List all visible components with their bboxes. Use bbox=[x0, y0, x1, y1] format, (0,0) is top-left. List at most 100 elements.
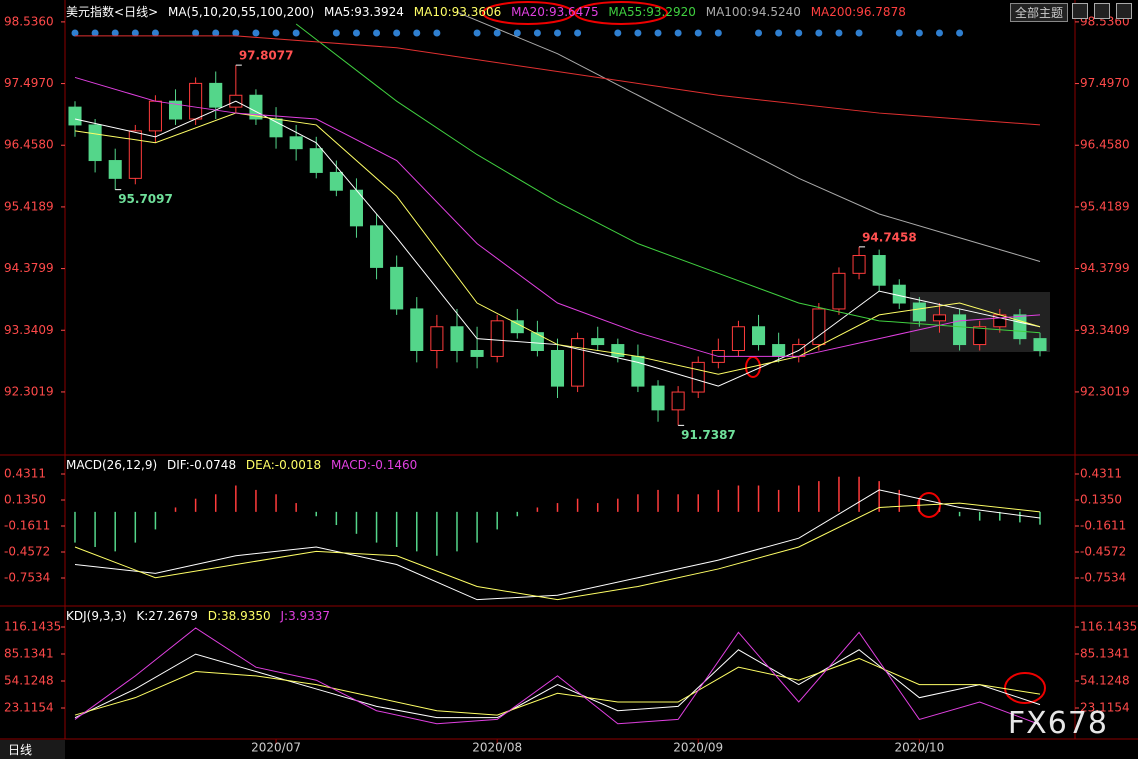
price-label: 94.7458 bbox=[862, 230, 917, 244]
y-tick-label: 0.4311 bbox=[4, 466, 46, 480]
ma200: MA200:96.7878 bbox=[810, 5, 906, 19]
period-tab-label[interactable]: 日线 bbox=[8, 743, 33, 757]
candle-body bbox=[631, 355, 645, 387]
y-tick-label-right: 96.4580 bbox=[1080, 138, 1130, 152]
signal-dot bbox=[393, 29, 401, 37]
candle-body bbox=[832, 272, 846, 310]
candle-body bbox=[932, 314, 947, 322]
candle-body bbox=[973, 326, 987, 346]
price-label: 97.8077 bbox=[239, 49, 294, 63]
candle-body bbox=[68, 106, 82, 126]
candle-body bbox=[148, 100, 162, 132]
signal-dot bbox=[956, 29, 964, 37]
candle-body bbox=[329, 171, 343, 191]
button[interactable] bbox=[1072, 3, 1088, 19]
y-tick-label: -0.7534 bbox=[4, 571, 50, 585]
instrument-name: 美元指数 bbox=[66, 5, 115, 19]
candle-body bbox=[772, 344, 786, 357]
signal-dot bbox=[795, 29, 803, 37]
signal-dot bbox=[111, 29, 119, 37]
dea: DEA:-0.0018 bbox=[245, 458, 322, 472]
signal-dot bbox=[413, 29, 421, 37]
indicator-line bbox=[295, 23, 1041, 334]
signal-dot bbox=[493, 29, 501, 37]
kdj-header: KDJ(9,3,3) K:27.2679 D:38.9350 J:3.9337 bbox=[66, 608, 336, 624]
y-tick-label-right: 116.1435 bbox=[1080, 620, 1137, 634]
candle-body bbox=[892, 284, 906, 304]
signal-dot bbox=[634, 29, 642, 37]
period[interactable]: <日线> bbox=[114, 5, 159, 19]
y-tick-label-right: -0.4572 bbox=[1080, 545, 1126, 559]
candle-body bbox=[128, 130, 142, 179]
ma-params: MA(5,10,20,55,100,200) bbox=[167, 5, 315, 19]
x-tick-label: 2020/08 bbox=[472, 741, 522, 755]
candle-body bbox=[490, 320, 504, 357]
signal-dot bbox=[533, 29, 541, 37]
indicator-line bbox=[74, 657, 1041, 716]
signal-dot bbox=[433, 29, 441, 37]
button[interactable] bbox=[1116, 3, 1132, 19]
x-tick-label: 2020/10 bbox=[894, 741, 944, 755]
kdj-params: KDJ(9,3,3) bbox=[66, 609, 127, 623]
macd: MACD:-0.1460 bbox=[330, 458, 418, 472]
signal-dot bbox=[775, 29, 783, 37]
indicator-line bbox=[456, 11, 1041, 262]
candle-body bbox=[591, 338, 605, 346]
signal-dot bbox=[554, 29, 561, 37]
j: J:3.9337 bbox=[280, 609, 331, 623]
signal-dot bbox=[131, 29, 139, 37]
indicator-line bbox=[74, 649, 1041, 719]
signal-dot bbox=[895, 29, 903, 37]
y-tick-label: -0.4572 bbox=[4, 545, 50, 559]
y-tick-label-right: 0.1350 bbox=[1080, 492, 1122, 506]
signal-dot bbox=[614, 29, 622, 37]
signal-dot bbox=[473, 29, 481, 37]
y-tick-label-right: 54.1248 bbox=[1080, 674, 1130, 688]
candle-body bbox=[671, 391, 685, 411]
y-tick-label: 95.4189 bbox=[4, 199, 54, 213]
signal-dot bbox=[654, 29, 662, 37]
signal-dot bbox=[212, 29, 220, 37]
candle-body bbox=[731, 326, 745, 351]
dif: DIF:-0.0748 bbox=[166, 458, 237, 472]
period-tab[interactable] bbox=[0, 740, 65, 759]
candle-body bbox=[912, 302, 926, 322]
signal-dot bbox=[71, 29, 79, 37]
candle-body bbox=[611, 344, 625, 357]
macd-params: MACD(26,12,9) bbox=[66, 458, 158, 472]
y-tick-label-right: 94.3799 bbox=[1080, 261, 1130, 275]
signal-dot bbox=[694, 29, 702, 37]
button[interactable] bbox=[1094, 3, 1110, 19]
candle-body bbox=[108, 160, 122, 179]
circle-annotation bbox=[482, 1, 574, 25]
signal-dot bbox=[935, 29, 943, 37]
y-tick-label-right: 0.4311 bbox=[1080, 466, 1122, 480]
watermark: FX678 bbox=[1007, 706, 1108, 741]
candle-body bbox=[1013, 314, 1027, 340]
ma20: MA20:93.6475 bbox=[511, 5, 599, 19]
signal-dot bbox=[513, 29, 521, 37]
candle-body bbox=[510, 320, 524, 334]
indicator-line bbox=[74, 627, 1041, 726]
y-tick-label: 98.5360 bbox=[4, 14, 54, 28]
y-tick-label-right: 23.1154 bbox=[1080, 701, 1130, 715]
window-buttons bbox=[1072, 3, 1132, 19]
theme-select[interactable]: 全部主题 bbox=[1009, 3, 1068, 22]
y-tick-label: 94.3799 bbox=[4, 261, 54, 275]
signal-dot bbox=[855, 29, 863, 37]
candle-body bbox=[289, 136, 303, 150]
signal-dot bbox=[714, 29, 722, 37]
macd-header: MACD(26,12,9) DIF:-0.0748 DEA:-0.0018 MA… bbox=[66, 457, 423, 473]
d: D:38.9350 bbox=[207, 609, 271, 623]
ma100: MA100:94.5240 bbox=[705, 5, 801, 19]
ma10: MA10:93.3606 bbox=[413, 5, 502, 19]
y-tick-label-right: 85.1341 bbox=[1080, 647, 1130, 661]
indicator-line bbox=[74, 502, 1041, 601]
candle-body bbox=[752, 326, 766, 346]
signal-dot bbox=[232, 29, 240, 37]
candle-body bbox=[450, 326, 464, 351]
candle-body bbox=[651, 385, 665, 411]
signal-dot bbox=[292, 29, 300, 37]
